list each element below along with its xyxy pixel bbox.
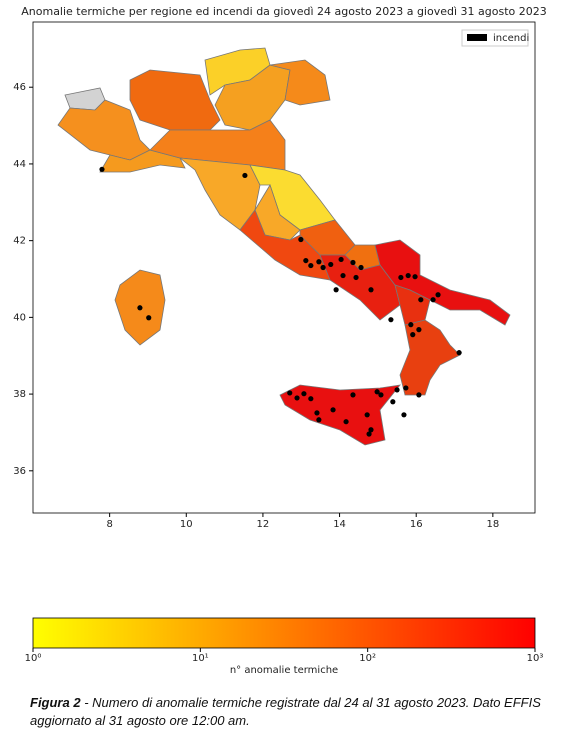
fire-point	[333, 287, 339, 293]
fire-point	[314, 410, 320, 416]
x-tick-label: 10	[180, 519, 193, 530]
legend-swatch	[467, 34, 487, 41]
fire-point	[242, 172, 248, 179]
fire-point	[308, 396, 314, 402]
region	[99, 149, 186, 173]
colorbar	[32, 617, 536, 649]
fire-point	[410, 332, 416, 338]
x-tick-label: 14	[333, 519, 346, 530]
y-tick-label: 40	[13, 312, 26, 323]
colorbar-tick-label: 10²	[359, 653, 376, 664]
fire-point	[350, 392, 356, 398]
fire-point	[316, 259, 322, 265]
fire-point	[353, 274, 359, 281]
region	[129, 69, 221, 131]
x-tick-label: 18	[486, 519, 499, 530]
fire-point	[378, 392, 384, 398]
fire-point	[368, 427, 374, 433]
x-tick-label: 8	[106, 519, 112, 530]
fire-point	[394, 387, 400, 393]
y-tick-label: 44	[13, 159, 26, 170]
fire-point	[338, 256, 344, 263]
legend-label: incendi	[493, 33, 529, 44]
fire-point	[401, 412, 407, 418]
region	[214, 64, 291, 131]
colorbar-tick-label: 10¹	[192, 653, 209, 664]
chart-title: Anomalie termiche per regione ed incendi…	[21, 5, 546, 18]
fire-point	[408, 322, 414, 328]
fire-point	[146, 315, 152, 321]
region	[269, 59, 331, 106]
caption-text: - Numero di anomalie termiche registrate…	[30, 695, 541, 728]
fire-point	[330, 407, 336, 413]
plot-frame	[32, 21, 536, 514]
fire-point	[294, 395, 300, 401]
fire-point	[316, 417, 322, 423]
fire-point	[343, 419, 349, 425]
y-tick-label: 42	[13, 236, 26, 247]
x-tick-label: 12	[257, 519, 270, 530]
fire-point	[99, 166, 105, 172]
legend: incendi	[461, 29, 529, 47]
region	[399, 319, 461, 396]
y-tick-label: 38	[13, 389, 26, 400]
fire-point	[412, 274, 418, 280]
fire-point	[366, 431, 372, 437]
y-tick-label: 46	[13, 82, 26, 93]
fire-point	[303, 257, 309, 264]
fire-point	[430, 297, 436, 303]
x-tick-label: 16	[410, 519, 423, 530]
caption-label: Figura 2	[30, 695, 81, 710]
figure: Anomalie termiche per regione ed incendi…	[13, 5, 546, 676]
fire-point	[403, 385, 409, 391]
y-tick-label: 36	[13, 466, 26, 477]
fire-point	[405, 272, 411, 279]
fire-point	[416, 392, 422, 398]
fire-point	[390, 399, 396, 405]
fire-point	[308, 262, 314, 269]
fire-point	[435, 292, 441, 298]
fire-point	[298, 236, 304, 243]
caption: Figura 2 - Numero di anomalie termiche r…	[30, 694, 560, 730]
fire-point	[364, 412, 370, 418]
fire-point	[416, 327, 422, 333]
colorbar-label: n° anomalie termiche	[230, 665, 338, 676]
fire-point	[398, 274, 404, 281]
fire-point	[340, 272, 346, 279]
fire-point	[456, 350, 462, 356]
fire-point	[358, 264, 364, 271]
fire-point	[328, 261, 334, 268]
fire-point	[388, 317, 394, 323]
colorbar-tick-label: 10⁰	[25, 653, 42, 664]
fire-point	[320, 264, 326, 271]
fire-point	[137, 305, 143, 311]
fire-point	[301, 391, 307, 397]
fire-point	[287, 390, 293, 396]
fire-point	[418, 297, 424, 303]
fire-point	[374, 389, 380, 395]
colorbar-tick-label: 10³	[527, 653, 544, 664]
fire-point	[368, 287, 374, 293]
fire-point	[350, 259, 356, 266]
